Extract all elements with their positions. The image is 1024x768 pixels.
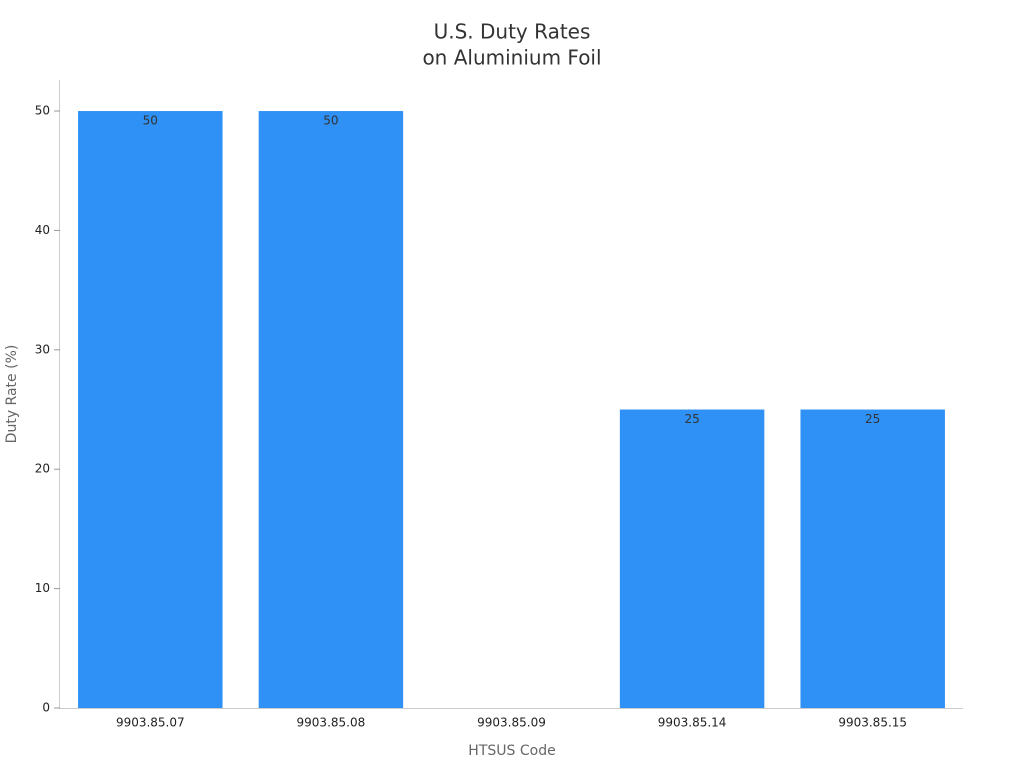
value-label: 25 <box>684 412 699 426</box>
x-tick-label: 9903.85.07 <box>116 716 185 730</box>
value-label: 25 <box>865 412 880 426</box>
y-axis-title: Duty Rate (%) <box>4 345 20 444</box>
y-tick-label: 40 <box>35 223 50 237</box>
x-tick-label: 9903.85.09 <box>477 716 546 730</box>
x-axis-title: HTSUS Code <box>468 743 555 759</box>
x-tick-label: 9903.85.15 <box>838 716 907 730</box>
x-tick-label: 9903.85.14 <box>658 716 727 730</box>
y-tick-label: 10 <box>35 581 50 595</box>
y-tick-label: 0 <box>42 701 50 715</box>
x-tick-label: 9903.85.08 <box>297 716 366 730</box>
chart-title: U.S. Duty Rates <box>434 20 591 44</box>
bar <box>78 111 223 709</box>
y-tick-label: 50 <box>35 104 50 118</box>
chart-title: on Aluminium Foil <box>422 46 601 70</box>
y-tick-label: 30 <box>35 342 50 356</box>
bar <box>800 409 945 708</box>
value-label: 50 <box>323 114 338 128</box>
bar <box>619 409 765 708</box>
bar <box>258 111 404 709</box>
y-tick-label: 20 <box>35 462 50 476</box>
value-label: 50 <box>143 114 158 128</box>
